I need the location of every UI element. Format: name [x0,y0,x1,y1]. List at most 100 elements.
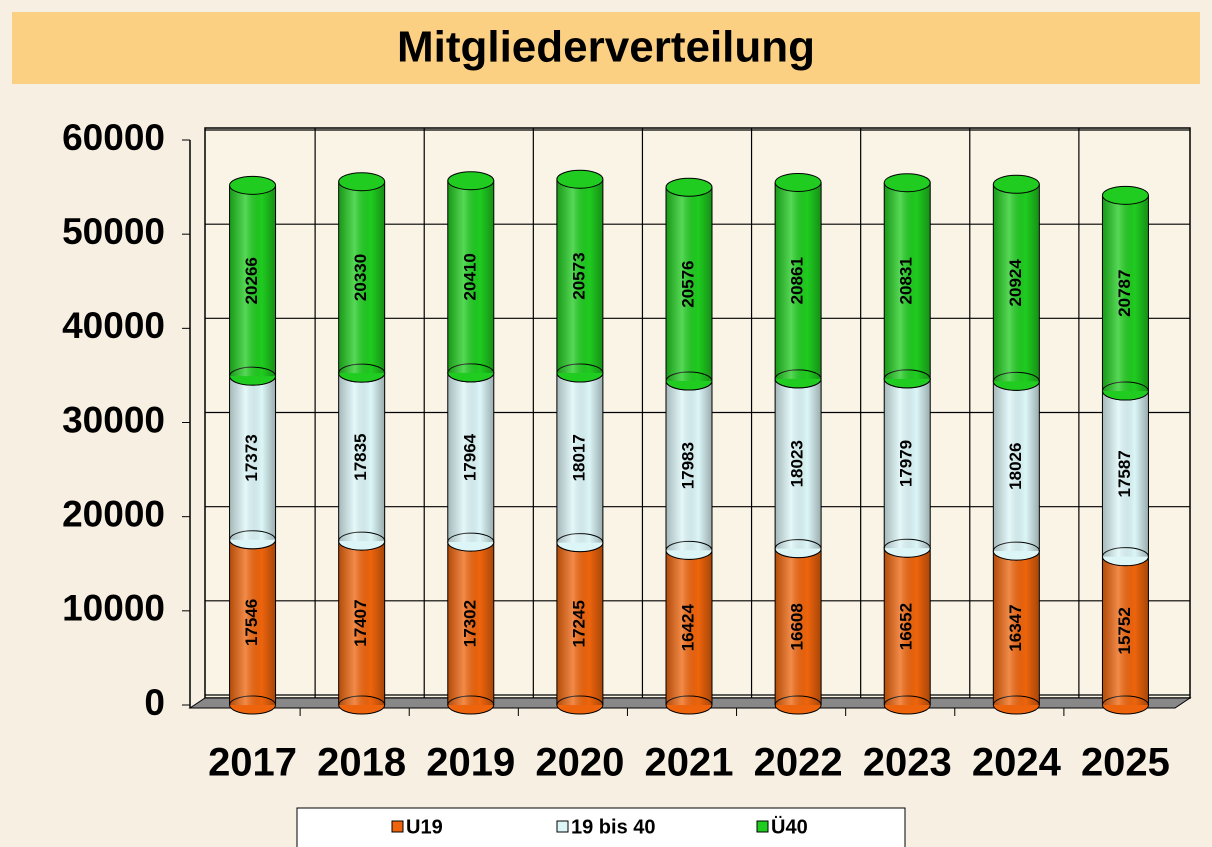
segment-top [774,172,822,192]
segment-top [556,169,604,189]
chart-title: Mitgliederverteilung [397,23,815,72]
shading [666,187,712,382]
shading [229,185,276,377]
segment-top [447,171,495,191]
segment-outline [1101,195,1149,392]
value-label: 18023 [788,440,807,487]
value-label: 20861 [788,257,807,304]
value-label: 20266 [242,257,261,304]
value-label: 17587 [1115,450,1134,497]
y-tick-label: 20000 [62,493,165,534]
segment-outline [665,187,713,382]
x-tick-label: 2020 [535,741,624,785]
segment-outline [556,542,604,705]
value-label: 20831 [897,257,916,304]
shading [993,184,1040,382]
shading [338,373,385,542]
y-tick-label: 0 [144,682,165,723]
value-label: 17302 [460,600,479,647]
shading [666,550,712,705]
shading [556,179,603,373]
segment-outline [1101,391,1149,557]
value-label: 16347 [1006,604,1025,651]
shading [1102,391,1149,557]
segment-outline [556,179,604,373]
marks: 17546 17373 20266 17407 17835 20330 17302 17964… [229,169,1149,715]
value-label: 17979 [897,440,916,487]
segment-outline [447,542,495,705]
segment-outline [556,372,604,543]
shading [447,372,494,543]
shading [1102,556,1149,705]
legend-swatch [556,820,569,833]
value-label: 17245 [569,600,588,647]
y-tick-label: 10000 [62,588,165,629]
shading [775,182,822,379]
value-label: 17835 [351,433,370,480]
value-label: 15752 [1115,607,1134,654]
segment-outline [447,180,495,373]
legend-label: U19 [406,816,443,838]
segment-top [338,172,386,192]
value-label: 20330 [351,254,370,301]
segment-top [229,175,277,195]
shading [884,548,931,705]
legend-swatch [756,820,769,833]
value-label: 20573 [569,252,588,299]
shading [884,182,931,379]
x-tick-label: 2019 [426,741,515,785]
segment-outline [338,181,386,374]
legend-swatch [391,820,404,833]
shading [775,548,822,705]
x-tick-label: 2022 [754,741,843,785]
shading [229,539,276,705]
value-label: 17407 [351,599,370,646]
title-band [12,12,1200,84]
segment-outline [883,548,931,705]
shading [775,378,822,549]
segment-outline [338,373,386,542]
y-tick-label: 30000 [62,399,165,440]
shading [556,542,603,705]
shading [993,381,1040,552]
segment-outline [774,548,822,705]
segment-outline [992,551,1040,705]
value-label: 16608 [788,603,807,650]
segment-outline [1101,556,1149,705]
y-tick-label: 40000 [62,305,165,346]
value-label: 17373 [242,434,261,481]
segment-top [665,177,713,197]
value-label: 16424 [678,603,697,651]
value-label: 17983 [678,442,697,489]
segment-outline [229,539,277,705]
shading [993,551,1040,705]
value-label: 20787 [1115,270,1134,317]
segment-outline [229,185,277,377]
segment-outline [774,182,822,379]
segment-outline [883,378,931,549]
segment-top [992,174,1040,194]
value-label: 20924 [1006,259,1025,307]
value-label: 18026 [1006,443,1025,490]
legend-label: 19 bis 40 [571,816,656,838]
shading [447,542,494,705]
value-label: 20410 [460,253,479,300]
value-label: 17964 [460,433,479,481]
x-tick-label: 2021 [645,741,734,785]
shading [229,376,276,540]
shading [666,381,712,551]
segment-outline [665,550,713,705]
value-label: 18017 [569,434,588,481]
segment-outline [992,381,1040,552]
value-label: 17546 [242,599,261,646]
segment-outline [229,376,277,540]
x-tick-label: 2024 [972,741,1062,785]
y-tick-label: 50000 [62,211,165,252]
shading [338,541,385,705]
segment-top [883,173,931,193]
shading [884,378,931,549]
segment-outline [774,378,822,549]
value-label: 16652 [897,603,916,650]
